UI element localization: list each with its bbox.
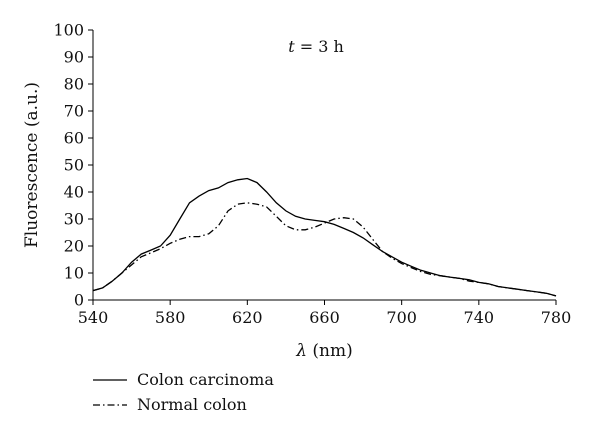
x-tick-label: 700 xyxy=(386,308,417,327)
x-tick-label: 780 xyxy=(541,308,572,327)
y-tick-label: 80 xyxy=(64,75,84,94)
legend: Colon carcinoma Normal colon xyxy=(93,370,274,414)
x-axis-symbol: λ xyxy=(295,341,307,361)
y-tick-label: 50 xyxy=(64,156,84,175)
x-tick-label: 580 xyxy=(155,308,186,327)
y-tick-label: 0 xyxy=(74,291,84,310)
y-tick-label: 40 xyxy=(64,183,84,202)
legend-item: Colon carcinoma xyxy=(93,370,274,389)
series-line-colon-carcinoma xyxy=(92,177,557,297)
legend-label: Colon carcinoma xyxy=(137,370,274,389)
x-axis-title: λ (nm) xyxy=(295,341,353,361)
y-tick-label: 30 xyxy=(64,210,84,229)
x-tick-label: 620 xyxy=(232,308,263,327)
y-axis-ticks: 0 10 20 30 40 50 60 70 80 90 100 xyxy=(53,21,93,310)
plot-frame xyxy=(92,30,556,301)
time-symbol: t xyxy=(288,37,295,56)
x-axis-ticks: 540 580 620 660 700 740 780 xyxy=(78,300,572,327)
x-tick-label: 660 xyxy=(309,308,340,327)
y-tick-label: 10 xyxy=(64,264,84,283)
y-tick-label: 90 xyxy=(64,48,84,67)
y-tick-label: 20 xyxy=(64,237,84,256)
series-group xyxy=(92,177,557,297)
x-tick-label: 540 xyxy=(78,308,109,327)
y-tick-label: 70 xyxy=(64,102,84,121)
x-tick-label: 740 xyxy=(464,308,495,327)
time-annotation: t = 3 h xyxy=(288,37,344,56)
legend-label: Normal colon xyxy=(137,395,247,414)
legend-item: Normal colon xyxy=(93,395,247,414)
y-tick-label: 60 xyxy=(64,129,84,148)
series-line-normal-colon xyxy=(92,202,557,297)
time-value: = 3 h xyxy=(295,37,344,56)
y-axis-title: Fluorescence (a.u.) xyxy=(22,82,42,248)
y-tick-label: 100 xyxy=(53,21,84,40)
x-axis-unit: (nm) xyxy=(307,341,353,361)
